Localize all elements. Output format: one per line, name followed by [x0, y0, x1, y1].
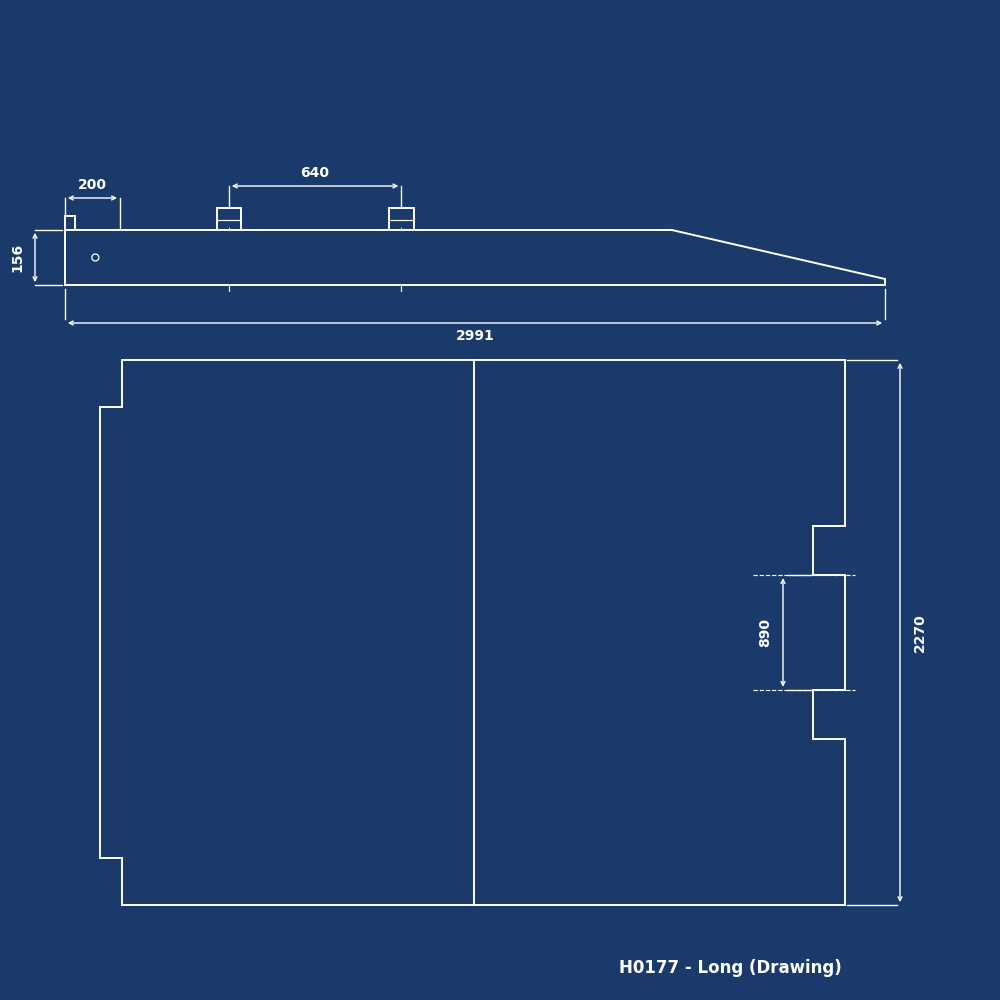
- Text: 2991: 2991: [456, 329, 494, 343]
- Text: 640: 640: [301, 166, 330, 180]
- Text: 200: 200: [78, 178, 107, 192]
- Text: 156: 156: [10, 243, 24, 272]
- Text: H0177 - Long (Drawing): H0177 - Long (Drawing): [619, 959, 841, 977]
- Text: 890: 890: [758, 618, 772, 647]
- Text: 2270: 2270: [913, 613, 927, 652]
